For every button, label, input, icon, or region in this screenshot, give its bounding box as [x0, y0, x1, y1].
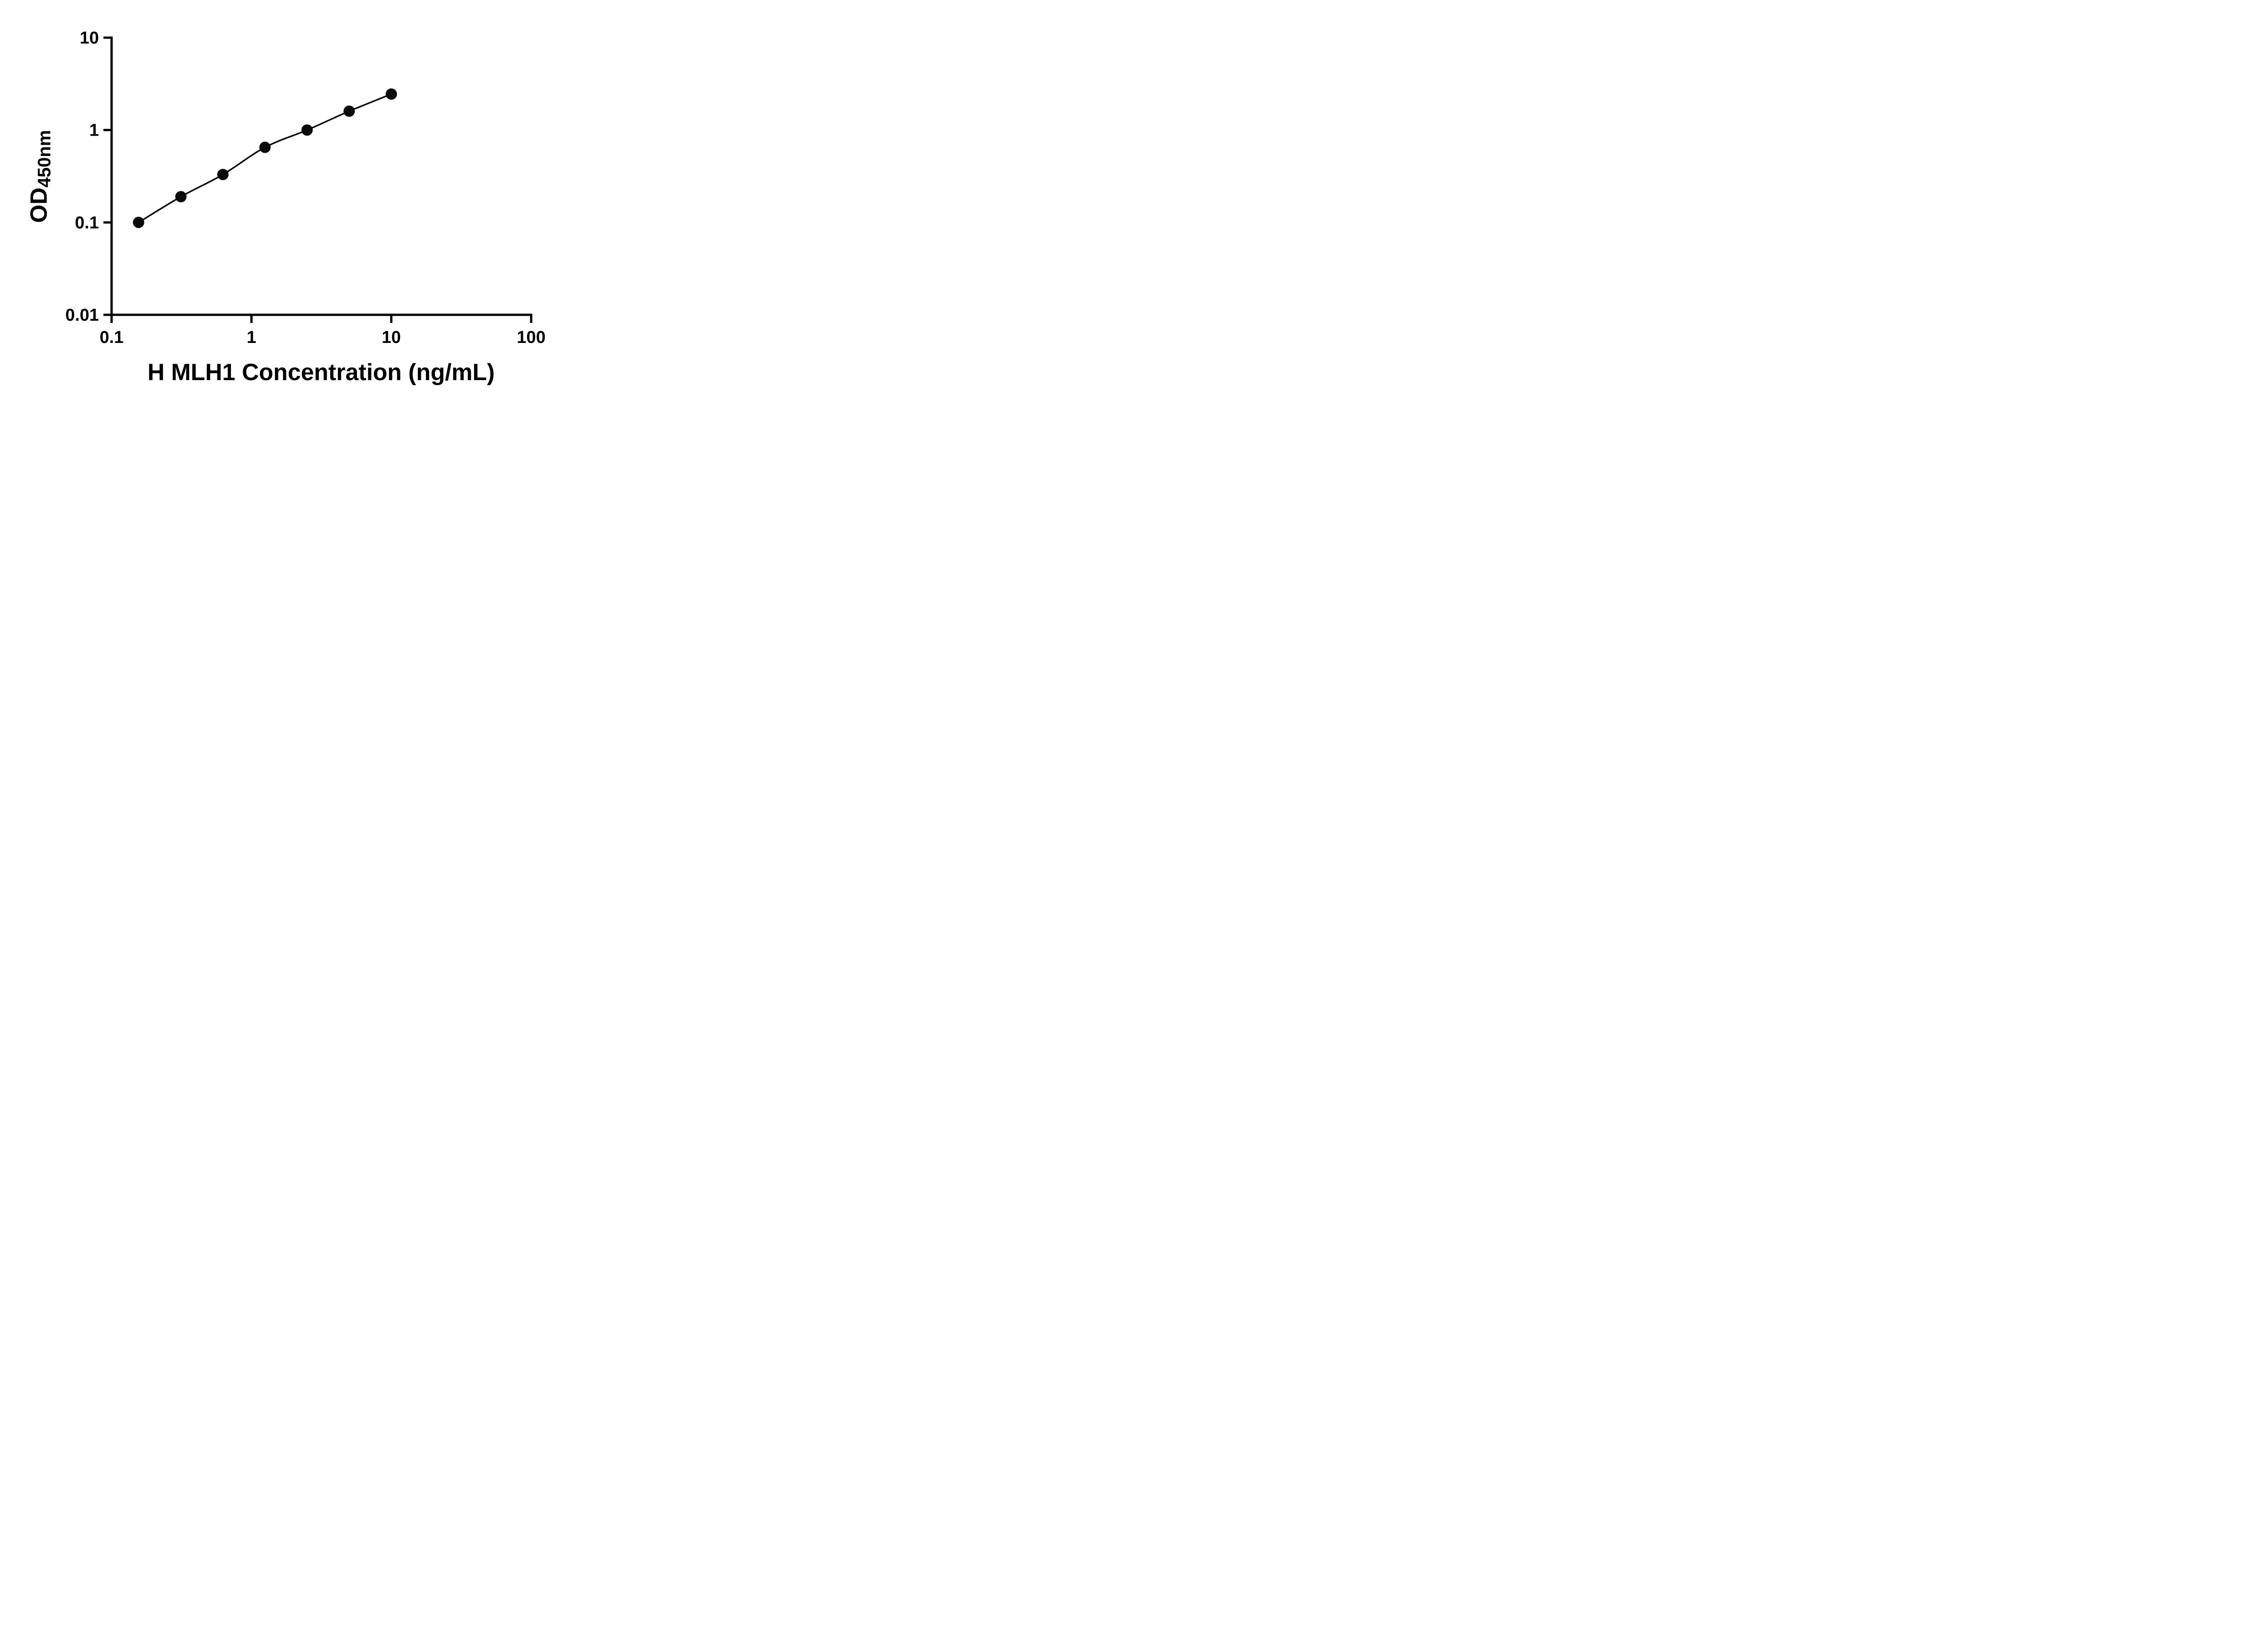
data-point	[133, 216, 144, 228]
data-point	[175, 191, 187, 203]
y-tick-label: 10	[80, 29, 99, 48]
y-axis-title-sub: 450nm	[34, 130, 54, 188]
x-tick-label: 1	[247, 328, 256, 347]
x-tick-label: 10	[382, 328, 401, 347]
x-tick-label: 0.1	[100, 328, 124, 347]
y-tick-label: 0.01	[65, 306, 99, 325]
y-tick-label: 0.1	[75, 213, 99, 232]
x-axis-title: H MLH1 Concentration (ng/mL)	[147, 359, 495, 386]
data-point	[217, 169, 229, 181]
x-tick-label: 100	[517, 328, 545, 347]
y-axis-title-main: OD	[26, 187, 52, 223]
axes-frame	[110, 36, 533, 316]
y-tick-label: 1	[89, 121, 99, 140]
data-point	[386, 88, 397, 100]
data-point	[259, 142, 271, 153]
elisa-standard-curve-figure: 0.1 1 10 100 0.01 0.1 1 10 H MLH1 Concentration…	[0, 0, 583, 408]
data-point	[343, 105, 355, 117]
y-axis-title: OD450nm	[26, 130, 54, 223]
data-point	[301, 124, 313, 136]
